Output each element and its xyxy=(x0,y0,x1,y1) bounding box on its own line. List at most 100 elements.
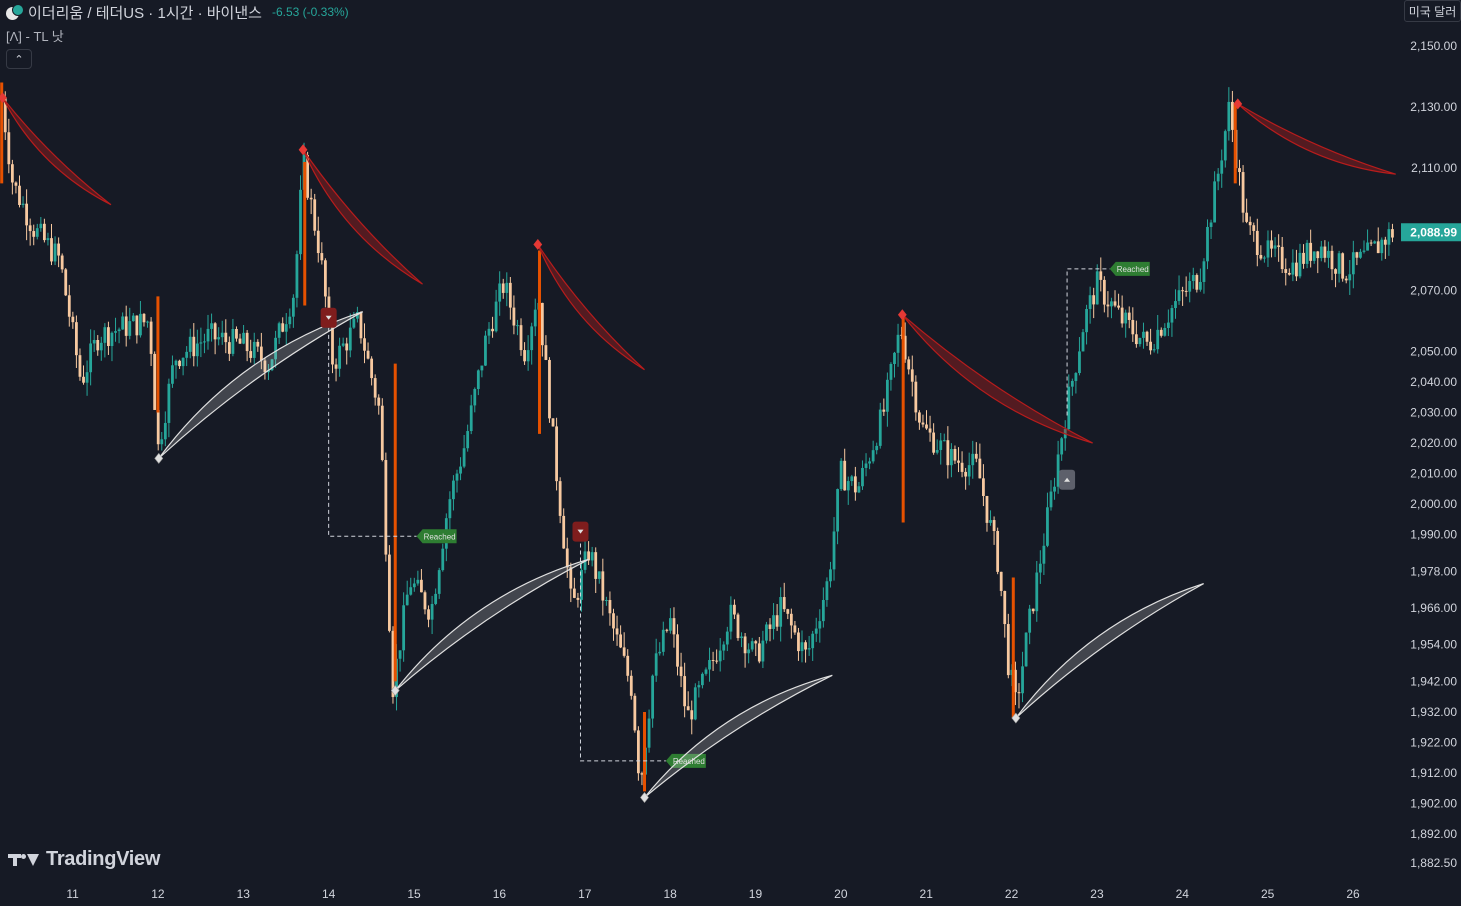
candle-body xyxy=(160,439,164,445)
price-tick-label: 2,040.00 xyxy=(1410,375,1457,389)
candle-body xyxy=(1220,160,1224,174)
candle-body xyxy=(1006,624,1010,676)
candle-body xyxy=(156,409,160,445)
candle-body xyxy=(1295,262,1298,277)
candle-body xyxy=(1255,230,1259,256)
candle-body xyxy=(42,223,46,241)
time-tick-label: 17 xyxy=(578,887,592,901)
candle-body xyxy=(992,520,996,532)
candle-body xyxy=(733,604,736,615)
candle-body xyxy=(135,315,139,336)
candle-body xyxy=(996,531,1000,572)
candle-body xyxy=(1106,304,1110,307)
candle-body xyxy=(10,164,14,183)
candle-body xyxy=(299,189,302,255)
candle-body xyxy=(626,655,630,676)
candle-body xyxy=(391,630,395,698)
price-tick-label: 2,130.00 xyxy=(1410,100,1457,114)
candle-body xyxy=(672,618,676,635)
time-tick-label: 18 xyxy=(663,887,677,901)
candle-body xyxy=(1156,329,1160,350)
candle-body xyxy=(1184,290,1188,292)
candle-body xyxy=(982,478,985,496)
candle-body xyxy=(131,315,135,322)
candle-body xyxy=(558,481,562,516)
candle-body xyxy=(1369,242,1373,244)
bearish-sickle xyxy=(537,244,645,371)
price-tick-label: 1,912.00 xyxy=(1410,766,1457,780)
candle-body xyxy=(195,343,199,357)
candle-body xyxy=(53,243,57,262)
price-tick-label: 1,942.00 xyxy=(1410,674,1457,688)
pivot-diamond xyxy=(298,144,308,156)
candle-body xyxy=(263,360,267,373)
candle-body xyxy=(985,495,989,523)
time-tick-label: 13 xyxy=(237,887,251,901)
time-tick-label: 20 xyxy=(834,887,848,901)
candle-body xyxy=(352,318,356,328)
candle-body xyxy=(377,397,381,406)
candle-body xyxy=(1095,271,1099,305)
candle-body xyxy=(1159,329,1163,336)
pivot-lines xyxy=(0,82,1237,792)
candle-body xyxy=(544,345,548,360)
price-tick-label: 2,110.00 xyxy=(1411,161,1457,175)
candle-body xyxy=(1046,507,1049,546)
candle-body xyxy=(789,613,793,626)
candle-body xyxy=(252,341,256,358)
bearish-sickle xyxy=(2,97,112,206)
time-tick-label: 25 xyxy=(1261,887,1275,901)
symbol-title[interactable]: 이더리움 / 테더US · 1시간 · 바이낸스 xyxy=(28,4,262,22)
candle-body xyxy=(651,675,655,719)
bearish-sickle xyxy=(302,149,423,285)
candle-body xyxy=(754,641,758,644)
candle-body xyxy=(530,326,534,351)
candle-body xyxy=(576,597,580,600)
candle-body xyxy=(75,322,78,356)
candle-body xyxy=(765,624,768,641)
candle-body xyxy=(708,660,711,670)
candle-body xyxy=(220,332,224,338)
candle-body xyxy=(1259,255,1263,259)
candle-body xyxy=(1177,290,1181,302)
candle-body xyxy=(21,203,25,205)
candle-body xyxy=(259,346,263,361)
candle-body xyxy=(1070,380,1074,387)
candle-body xyxy=(402,605,406,651)
currency-button[interactable]: 미국 달러 xyxy=(1404,0,1461,22)
pivot-diamond xyxy=(154,452,164,464)
candle-body xyxy=(487,328,491,336)
candle-body xyxy=(224,332,228,343)
candle-body xyxy=(466,431,470,449)
candle-body xyxy=(1188,281,1192,292)
candle-body xyxy=(469,405,473,432)
candle-body xyxy=(35,228,39,237)
price-tick-label: 2,000.00 xyxy=(1410,497,1457,511)
candle-body xyxy=(1142,331,1145,338)
collapse-legend-button[interactable]: ⌃ xyxy=(6,49,32,69)
candle-body xyxy=(1266,240,1270,258)
candle-body xyxy=(1323,246,1327,258)
candle-body xyxy=(14,182,18,186)
symbol-header[interactable]: 이더리움 / 테더US · 1시간 · 바이낸스 -6.53 (-0.33%) xyxy=(6,2,349,22)
candle-body xyxy=(1127,312,1131,320)
candle-body xyxy=(836,489,839,532)
candle-body xyxy=(850,476,854,482)
candle-body xyxy=(1003,590,1007,625)
price-tick-label: 2,050.00 xyxy=(1410,344,1457,358)
candle-body xyxy=(1078,351,1081,374)
candle-body xyxy=(935,449,939,453)
price-tick-label: 1,954.00 xyxy=(1410,638,1457,652)
candle-body xyxy=(1021,666,1024,694)
candle-body xyxy=(508,282,512,308)
candle-body xyxy=(284,324,288,332)
candle-body xyxy=(245,332,249,352)
indicator-title[interactable]: [Λ] - TL 낫 xyxy=(6,29,64,44)
candle-body xyxy=(750,641,754,650)
candle-body xyxy=(430,603,434,620)
price-tick-label: 1,922.00 xyxy=(1410,736,1457,750)
price-tick-label: 1,966.00 xyxy=(1410,601,1457,615)
candle-body xyxy=(1362,250,1366,252)
candle-body xyxy=(348,327,352,351)
